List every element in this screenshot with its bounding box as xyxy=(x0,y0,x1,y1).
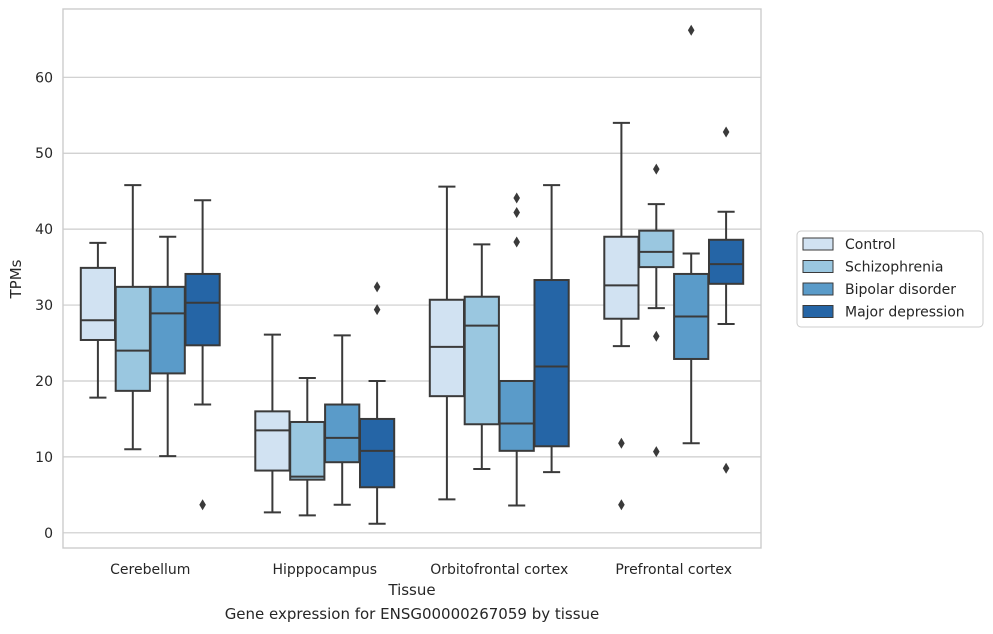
outlier-point xyxy=(618,499,625,511)
box-2-0 xyxy=(428,185,466,501)
outlier-point xyxy=(373,304,381,316)
legend-swatch xyxy=(802,282,834,296)
legend-label: Schizophrenia xyxy=(845,260,943,276)
y-tick-label: 40 xyxy=(35,222,53,238)
outlier-point xyxy=(199,499,206,511)
y-axis-ticks: 0 10 20 30 40 50 60 xyxy=(35,70,53,541)
x-tick-label: Cerebellum xyxy=(110,562,190,578)
box-body xyxy=(79,266,117,341)
box-3-1 xyxy=(638,163,675,458)
box-0-0 xyxy=(79,241,117,399)
box-plot-series xyxy=(79,24,745,525)
legend: Control Schizophrenia Bipolar disorder Majo… xyxy=(796,230,984,328)
box-body xyxy=(498,379,535,452)
y-tick-label: 10 xyxy=(35,450,53,466)
box-body xyxy=(114,285,151,392)
x-axis-ticks: Cerebellum Hipppocampus Orbitofrontal cort… xyxy=(110,562,732,578)
box-2-3 xyxy=(533,184,570,474)
legend-label: Major depression xyxy=(845,305,965,321)
outlier-point xyxy=(373,281,381,293)
box-0-2 xyxy=(149,235,186,458)
box-2-2 xyxy=(498,192,535,507)
y-tick-label: 50 xyxy=(35,146,53,162)
outlier-point xyxy=(513,236,520,248)
outlier-point xyxy=(653,446,660,458)
box-0-1 xyxy=(114,184,151,451)
box-body xyxy=(324,403,361,464)
box-body xyxy=(707,238,745,285)
x-tick-label: Orbitofrontal cortex xyxy=(430,562,568,578)
y-axis-label: TPMs xyxy=(7,259,25,299)
box-1-0 xyxy=(254,333,291,514)
legend-frame xyxy=(796,230,984,328)
box-1-1 xyxy=(289,376,326,517)
box-body xyxy=(638,229,675,269)
x-tick-label: Hipppocampus xyxy=(272,562,377,578)
outlier-point xyxy=(722,126,730,138)
box-body xyxy=(149,285,186,375)
box-body xyxy=(463,295,500,426)
legend-swatch xyxy=(802,237,834,251)
outlier-point xyxy=(513,192,520,204)
box-body xyxy=(603,235,640,320)
box-0-3 xyxy=(184,199,221,511)
outlier-point xyxy=(618,437,625,449)
box-1-3 xyxy=(358,281,396,525)
y-tick-label: 30 xyxy=(35,298,53,314)
outlier-point xyxy=(687,24,695,36)
box-1-2 xyxy=(324,334,361,506)
box-body xyxy=(254,410,291,472)
y-tick-label: 60 xyxy=(35,70,53,86)
outlier-point xyxy=(513,206,520,218)
legend-label: Control xyxy=(845,237,896,253)
figure-caption: Gene expression for ENSG00000267059 by t… xyxy=(224,605,600,623)
outlier-point xyxy=(653,163,660,175)
legend-label: Bipolar disorder xyxy=(845,282,956,298)
outlier-point xyxy=(653,330,660,342)
x-axis-label: Tissue xyxy=(387,581,435,599)
box-body xyxy=(184,272,221,347)
box-body xyxy=(289,420,326,481)
box-3-2 xyxy=(673,24,710,445)
legend-swatch xyxy=(802,260,834,273)
legend-swatch xyxy=(802,305,834,318)
box-body xyxy=(428,298,466,398)
x-tick-label: Prefrontal cortex xyxy=(615,562,732,578)
outlier-point xyxy=(722,462,730,474)
box-3-3 xyxy=(707,126,745,474)
y-tick-label: 0 xyxy=(44,526,53,542)
box-body xyxy=(533,279,570,448)
box-2-1 xyxy=(463,243,500,471)
box-3-0 xyxy=(603,121,640,511)
box-body xyxy=(358,417,396,489)
plot-frame xyxy=(62,8,762,549)
y-tick-label: 20 xyxy=(35,374,53,390)
